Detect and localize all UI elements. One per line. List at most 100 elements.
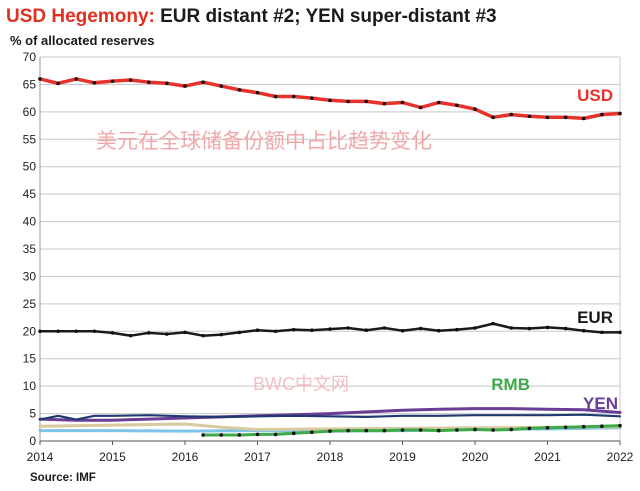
- data-point-eur: [473, 326, 477, 330]
- data-point-usd: [328, 98, 332, 103]
- data-point-usd: [291, 94, 296, 99]
- axis-layer: 0 5 10 15 20 25 30 35 40 45 50 55 60 65 70 2014 2015 2016…: [23, 50, 634, 464]
- series-label-eur: EUR: [577, 308, 613, 327]
- data-point-rmb: [436, 428, 441, 433]
- data-point-usd: [509, 112, 514, 117]
- data-point-eur: [74, 329, 79, 334]
- data-point-rmb: [346, 428, 350, 433]
- data-point-eur: [527, 326, 532, 331]
- data-point-usd: [219, 84, 224, 88]
- data-point-eur: [38, 329, 42, 334]
- y-tick-label: 70: [23, 50, 37, 64]
- data-point-usd: [581, 116, 586, 121]
- series-layer: [38, 77, 622, 437]
- y-tick-label: 35: [23, 242, 37, 256]
- series-label-rmb: RMB: [491, 375, 530, 394]
- data-point-eur: [382, 326, 387, 330]
- series-label-yen: YEN: [583, 394, 618, 413]
- data-point-rmb: [255, 432, 260, 437]
- data-point-usd: [38, 77, 42, 81]
- y-tick-label: 15: [23, 352, 37, 366]
- data-point-rmb: [563, 425, 568, 430]
- data-point-usd: [146, 80, 151, 85]
- data-point-usd: [110, 79, 115, 83]
- overlay-layer: 美元在全球储备份额中占比趋势变化 BWC中文网: [96, 129, 432, 394]
- data-point-eur: [563, 326, 568, 331]
- data-point-eur: [219, 332, 224, 337]
- data-point-eur: [273, 329, 278, 334]
- y-tick-label: 50: [23, 160, 37, 174]
- data-point-rmb: [473, 427, 477, 432]
- title-main: USD Hegemony: [6, 6, 149, 27]
- data-point-eur: [56, 329, 60, 334]
- series-label-usd: USD: [577, 86, 613, 105]
- data-point-usd: [201, 80, 205, 85]
- data-point-rmb: [237, 433, 242, 437]
- data-point-usd: [455, 103, 459, 108]
- data-point-rmb: [328, 429, 332, 433]
- data-point-rmb: [273, 432, 278, 437]
- data-point-eur: [400, 328, 405, 333]
- data-point-rmb: [527, 426, 532, 431]
- chart-title: USD Hegemony: EUR distant #2; YEN super-…: [6, 6, 497, 28]
- x-tick-label: 2017: [244, 450, 271, 464]
- series-line-other_tan: [38, 422, 622, 431]
- data-point-rmb: [382, 428, 387, 433]
- data-point-eur: [364, 328, 369, 332]
- y-tick-label: 0: [29, 434, 36, 448]
- data-point-eur: [255, 328, 260, 332]
- data-point-usd: [400, 100, 405, 105]
- data-point-usd: [382, 101, 387, 106]
- data-point-eur: [418, 326, 423, 331]
- y-tick-label: 60: [23, 105, 37, 119]
- data-point-usd: [436, 100, 441, 105]
- data-point-usd: [183, 84, 187, 88]
- data-point-usd: [545, 115, 550, 120]
- data-point-eur: [110, 331, 115, 335]
- x-tick-label: 2014: [27, 450, 54, 464]
- data-point-usd: [473, 107, 477, 111]
- data-point-rmb: [491, 428, 495, 432]
- data-point-eur: [201, 333, 205, 338]
- x-tick-label: 2019: [389, 450, 416, 464]
- data-point-rmb: [291, 431, 296, 436]
- y-tick-label: 20: [23, 324, 37, 338]
- data-point-rmb: [600, 424, 604, 428]
- data-point-rmb: [310, 430, 314, 435]
- data-point-rmb: [455, 428, 459, 432]
- data-point-rmb: [545, 426, 550, 430]
- source-note: Source: IMF: [30, 472, 96, 484]
- x-tick-label: 2022: [607, 450, 634, 464]
- x-tick-label: 2018: [317, 450, 344, 464]
- data-point-usd: [346, 99, 350, 104]
- data-point-usd: [255, 90, 260, 95]
- x-tick-label: 2020: [462, 450, 489, 464]
- data-point-eur: [581, 328, 586, 333]
- data-point-eur: [436, 328, 441, 333]
- data-point-usd: [418, 105, 423, 110]
- data-point-rmb: [418, 428, 423, 432]
- data-point-eur: [291, 327, 296, 332]
- y-tick-label: 65: [23, 77, 37, 91]
- x-tick-label: 2015: [99, 450, 126, 464]
- data-point-eur: [455, 327, 459, 332]
- data-point-usd: [165, 81, 169, 86]
- y-tick-label: 10: [23, 379, 37, 393]
- data-point-usd: [491, 115, 495, 120]
- data-point-usd: [310, 96, 314, 100]
- data-point-usd: [237, 88, 242, 92]
- data-point-usd: [600, 112, 604, 117]
- data-point-usd: [56, 81, 60, 86]
- data-point-eur: [545, 325, 550, 330]
- data-point-usd: [74, 77, 79, 81]
- data-point-eur: [237, 330, 242, 335]
- data-point-rmb: [400, 428, 405, 432]
- data-point-usd: [128, 78, 133, 82]
- data-point-rmb: [364, 428, 369, 433]
- y-tick-label: 45: [23, 187, 37, 201]
- data-point-usd: [92, 80, 97, 85]
- data-point-eur: [491, 321, 495, 326]
- data-point-eur: [310, 328, 314, 332]
- data-point-rmb: [201, 433, 205, 437]
